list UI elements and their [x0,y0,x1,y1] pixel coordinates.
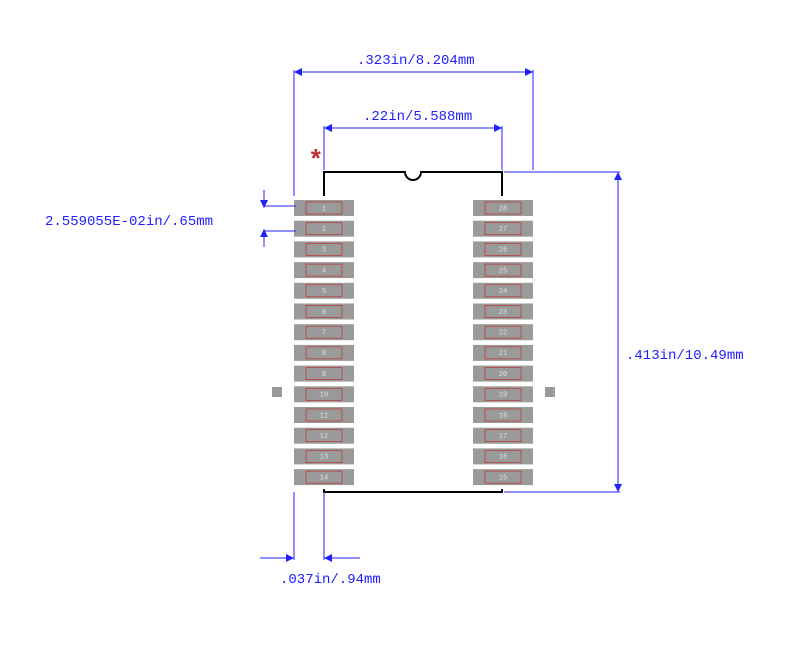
pin-number: 11 [320,412,328,420]
side-mark [272,387,282,397]
dim-inner-width-label: .22in/5.588mm [363,109,472,125]
pin-number: 23 [499,309,507,317]
pin-number: 26 [499,247,507,255]
pin-number: 21 [499,350,507,358]
dim-overall-height-label: .413in/10.49mm [626,348,744,364]
dim-lead-label: .037in/.94mm [280,572,381,588]
pin1-marker: * [308,146,324,176]
pin-number: 9 [322,371,326,379]
pin-number: 22 [499,330,507,338]
pin-number: 27 [499,226,507,234]
pin-number: 19 [499,392,507,400]
pin-number: 28 [499,205,507,213]
pin-number: 8 [322,350,326,358]
pin-number: 16 [499,454,507,462]
pin-number: 20 [499,371,507,379]
pin-number: 24 [499,288,507,296]
pin-number: 25 [499,267,507,275]
pin-number: 13 [320,454,328,462]
pin-number: 2 [322,226,326,234]
pin-number: 17 [499,433,507,441]
pin-number: 4 [322,267,326,275]
ic-body-outline-top [324,172,502,196]
pin-number: 1 [322,205,326,213]
pin-number: 12 [320,433,328,441]
dim-pitch-label: 2.559055E-02in/.65mm [45,214,213,230]
ic-body-outline-bottom [324,489,502,492]
pin-number: 7 [322,330,326,338]
pin-number: 10 [320,392,328,400]
pin-number: 6 [322,309,326,317]
pin-number: 5 [322,288,326,296]
pin-number: 3 [322,247,326,255]
side-mark [545,387,555,397]
pin-number: 18 [499,412,507,420]
pin-number: 14 [320,474,328,482]
dim-overall-width-label: .323in/8.204mm [357,53,475,69]
pin-number: 15 [499,474,507,482]
